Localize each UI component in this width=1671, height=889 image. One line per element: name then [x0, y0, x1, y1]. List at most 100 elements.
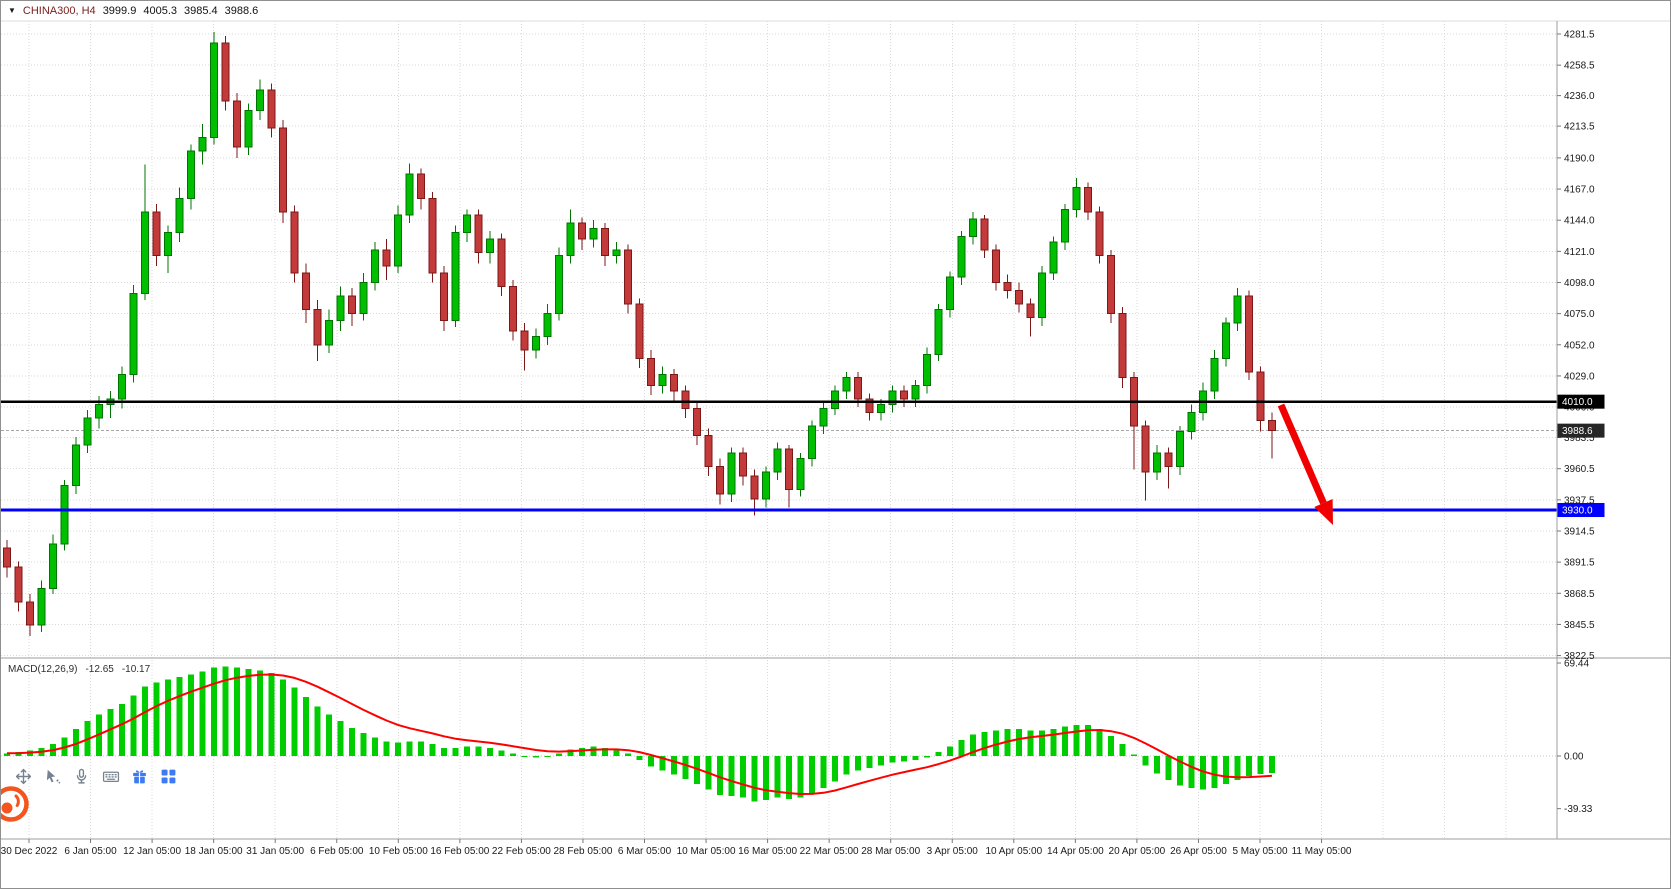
macd-bar — [429, 743, 436, 756]
price-axis-label: 3937.5 — [1564, 495, 1595, 506]
candle-body — [1256, 371, 1265, 422]
macd-bar — [717, 756, 723, 795]
candle-body — [371, 249, 379, 283]
macd-bar — [763, 756, 769, 801]
price-tag-label: 3930.0 — [1562, 506, 1593, 517]
candle-body — [819, 407, 828, 427]
price-axis-label: 3960.5 — [1564, 464, 1595, 475]
candle-body — [1072, 187, 1081, 210]
macd-bar — [303, 697, 309, 756]
candle-body — [348, 295, 356, 315]
macd-bar — [498, 750, 505, 756]
macd-bar — [257, 670, 263, 756]
candle-body — [946, 276, 954, 311]
macd-bar — [809, 756, 815, 794]
candle-body — [808, 425, 816, 460]
price-tag-label: 4010.0 — [1562, 397, 1593, 408]
macd-bar — [1119, 743, 1126, 756]
price-tag[interactable] — [1557, 503, 1605, 518]
keyboard-icon[interactable] — [101, 767, 120, 786]
candle-body — [969, 218, 977, 237]
macd-axis-label: 69.44 — [1564, 659, 1589, 670]
horizontal-lines[interactable] — [1, 400, 1557, 512]
red-arrow-annotation[interactable] — [1277, 403, 1333, 525]
macd-bar — [878, 756, 884, 766]
price-axis-label: 4281.5 — [1564, 30, 1595, 41]
macd-bar — [1050, 729, 1057, 756]
candle-body — [256, 89, 264, 112]
macd-bar — [855, 756, 861, 771]
candle-body — [1061, 208, 1069, 243]
microphone-icon[interactable] — [72, 767, 91, 786]
macd-bar — [176, 676, 183, 756]
price-axis-label: 4144.0 — [1564, 216, 1595, 227]
candle-body — [405, 173, 414, 216]
macd-bar — [464, 746, 470, 756]
price-tag[interactable] — [1557, 394, 1605, 409]
candle-body — [589, 227, 598, 240]
candle-body — [888, 390, 897, 405]
macd-name: MACD(12,26,9) — [8, 664, 78, 675]
macd-bar — [211, 667, 217, 756]
candle-body — [693, 407, 701, 437]
macd-bar — [1200, 756, 1206, 790]
symbol-timeframe-label[interactable]: CHINA300, H4 — [22, 5, 96, 17]
macd-bar — [671, 756, 677, 775]
arrow-shaft[interactable] — [1277, 403, 1327, 505]
candle-body — [992, 249, 1000, 283]
macd-bar — [682, 756, 689, 779]
time-axis-label: 6 Jan 05:00 — [64, 846, 117, 857]
macd-bar — [970, 734, 976, 756]
macd-bar — [924, 756, 930, 758]
move-tool-icon[interactable] — [14, 767, 33, 786]
arrow-head[interactable] — [1314, 499, 1333, 525]
candle-body — [267, 89, 276, 129]
candle-body — [773, 448, 782, 473]
candle-body — [900, 390, 908, 400]
price-axis-label: 3868.5 — [1564, 589, 1595, 600]
candle-body — [681, 390, 690, 409]
macd-bar — [993, 730, 999, 756]
time-axis-label: 16 Feb 05:00 — [430, 846, 489, 857]
grid-layer — [1, 21, 1557, 839]
macd-bar — [165, 679, 171, 756]
time-axis-label: 26 Apr 05:00 — [1170, 846, 1227, 857]
macd-bar — [73, 729, 79, 756]
candle-body — [578, 222, 586, 240]
apps-grid-icon[interactable] — [159, 767, 178, 786]
candle-body — [1141, 425, 1150, 473]
cursor-tool-icon[interactable] — [43, 767, 62, 786]
candle-body — [394, 214, 402, 267]
candle-body — [60, 485, 69, 545]
candle-body — [302, 272, 310, 311]
macd-bar — [602, 747, 608, 756]
macd-bar — [418, 741, 424, 756]
candle-body — [279, 127, 287, 213]
candle-body — [624, 249, 632, 305]
gift-icon[interactable] — [130, 767, 149, 786]
macd-bar — [912, 756, 919, 761]
macd-signal-line — [6, 673, 1273, 795]
time-axis-label: 10 Apr 05:00 — [985, 846, 1042, 857]
candle-body — [325, 319, 333, 346]
price-tag — [1557, 423, 1605, 438]
candle-body — [1095, 211, 1104, 256]
macd-bar — [1177, 756, 1183, 786]
macd-bar — [590, 746, 597, 756]
candle-body — [1003, 281, 1012, 292]
candle-body — [382, 249, 391, 267]
macd-bar — [935, 751, 942, 756]
candle-body — [417, 173, 425, 200]
price-axis-label: 3822.5 — [1564, 651, 1595, 662]
time-axis-label: 14 Apr 05:00 — [1047, 846, 1104, 857]
candle-body — [1153, 452, 1161, 473]
price-axis-label: 4098.0 — [1564, 278, 1595, 289]
candle-body — [532, 336, 540, 351]
time-axis-label: 16 Mar 05:00 — [738, 846, 797, 857]
symbol-dropdown-icon[interactable]: ▼ — [8, 6, 16, 15]
candle-body — [129, 292, 138, 376]
time-axis-label: 6 Feb 05:00 — [310, 846, 364, 857]
candle-body — [141, 211, 149, 294]
candle-body — [49, 543, 57, 590]
